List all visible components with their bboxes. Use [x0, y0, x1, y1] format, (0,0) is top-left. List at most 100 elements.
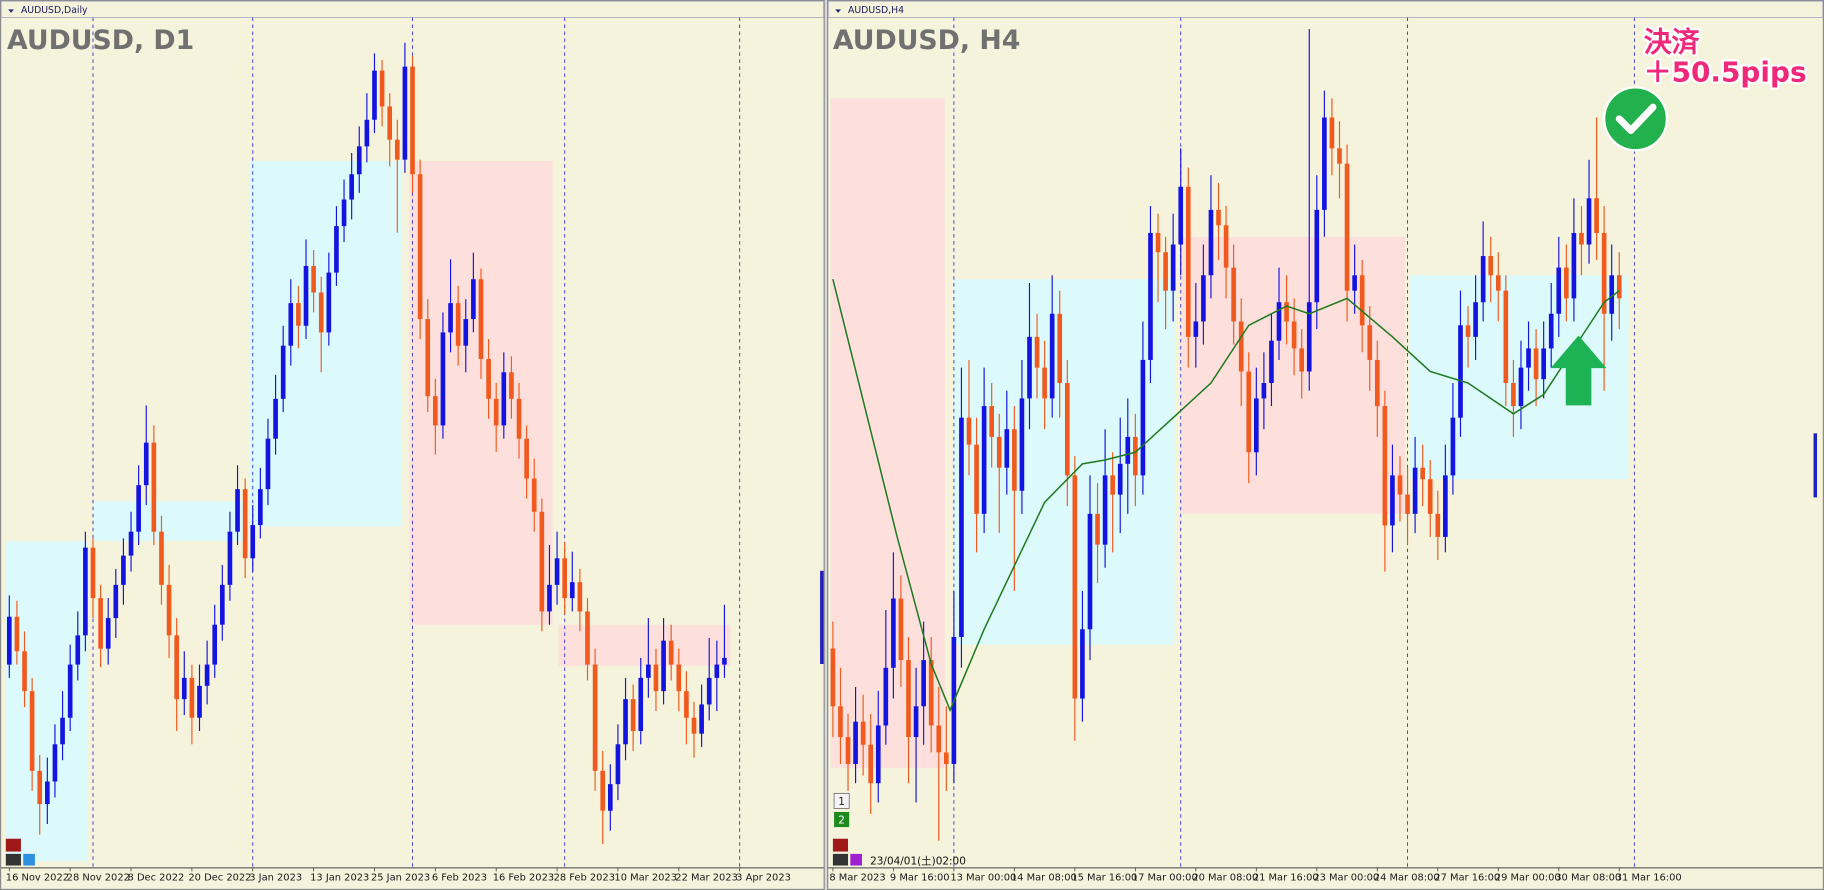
candle-body — [1352, 275, 1357, 291]
candle-body — [1057, 313, 1063, 384]
candle-body — [372, 70, 377, 120]
candle-body — [189, 677, 195, 718]
candle-body — [1616, 275, 1622, 299]
candle-body — [75, 635, 81, 665]
entry-arrow — [1550, 335, 1607, 406]
candle-body — [1420, 467, 1425, 480]
candle-body — [714, 664, 720, 678]
candle-body — [181, 677, 187, 700]
candle-body — [959, 417, 964, 637]
candle-body — [6, 616, 12, 665]
candle-body — [615, 744, 621, 785]
candle-body — [45, 781, 50, 805]
candle-body — [250, 525, 256, 559]
candle-body — [676, 664, 682, 692]
candle-body — [1019, 398, 1025, 491]
candle-body — [455, 303, 461, 346]
candle-body — [326, 272, 332, 333]
candle-body — [996, 436, 1002, 468]
candle-body — [838, 706, 843, 738]
candle-body — [242, 489, 248, 559]
x-tick-label: 13 Jan 2023 — [310, 873, 369, 884]
candle-body — [981, 406, 987, 514]
candle-body — [364, 119, 370, 147]
candle-body — [539, 511, 545, 612]
candle-body — [1170, 244, 1176, 291]
candle-body — [1163, 252, 1168, 291]
candle-body — [303, 265, 309, 326]
candle-body — [174, 635, 180, 700]
candle-body — [37, 770, 43, 805]
candle-body — [1064, 383, 1070, 476]
candle-body — [1140, 359, 1146, 476]
x-tick-label: 6 Feb 2023 — [432, 873, 487, 884]
candle-body — [1397, 475, 1403, 495]
x-tick-label: 29 Mar 00:00 — [1495, 873, 1561, 884]
candle-body — [67, 664, 73, 718]
candle-body — [394, 139, 400, 160]
x-tick-label: 30 Mar 08:00 — [1555, 873, 1621, 884]
candle-body — [1246, 371, 1252, 453]
x-tick-label: 8 Dec 2022 — [128, 873, 185, 884]
candle-body — [1178, 186, 1184, 245]
candle-body — [1533, 348, 1539, 380]
candle-body — [845, 737, 851, 764]
x-tick-label: 23 Mar 00:00 — [1313, 873, 1379, 884]
x-tick-label: 3 Apr 2023 — [736, 873, 791, 884]
candle-body — [898, 598, 904, 661]
candle-body — [387, 106, 393, 140]
candle-body — [440, 332, 446, 426]
x-tick-label: 25 Jan 2023 — [371, 873, 430, 884]
candle-body — [1511, 383, 1516, 407]
candle-body — [433, 396, 438, 426]
candle-body — [1594, 198, 1599, 233]
candle-body — [1435, 513, 1441, 537]
candle-body — [1012, 429, 1017, 491]
badge-label: 2 — [838, 815, 845, 827]
zone — [5, 540, 87, 862]
scroll-marker — [820, 570, 824, 665]
candle-body — [830, 648, 836, 707]
candle-body — [547, 584, 552, 612]
candle-body — [1185, 186, 1191, 337]
candle-body — [1480, 256, 1486, 303]
candle-body — [1238, 321, 1244, 372]
candle-body — [143, 442, 149, 486]
zone — [249, 160, 402, 527]
candle-body — [1503, 290, 1509, 384]
candle-body — [1473, 302, 1478, 337]
candle-body — [105, 618, 111, 649]
candle-body — [90, 547, 96, 599]
candle-body — [1261, 383, 1267, 399]
candle-body — [356, 146, 362, 175]
candle-body — [349, 174, 354, 200]
candle-body — [212, 624, 218, 665]
candle-body — [463, 319, 469, 346]
candle-body — [1155, 232, 1161, 253]
chart-title: AUDUSD, H4 — [833, 25, 1020, 56]
candle-body — [1322, 117, 1327, 210]
candle-body — [562, 558, 567, 599]
window-title: AUDUSD,Daily — [21, 5, 88, 16]
candle-body — [341, 199, 347, 227]
candle-body — [1495, 275, 1501, 291]
candle-body — [1216, 209, 1221, 226]
candle-body — [630, 699, 636, 732]
zone — [92, 501, 246, 541]
candle-body — [1072, 475, 1078, 699]
window-title: AUDUSD,H4 — [848, 5, 904, 16]
candle-body — [402, 66, 408, 160]
candle-body — [1042, 367, 1047, 399]
candle-body — [653, 664, 659, 692]
toolbar-icon — [5, 838, 21, 852]
annotation-line: 決済 — [1644, 25, 1701, 58]
candle-body — [1102, 475, 1108, 545]
candle-body — [318, 292, 324, 333]
candle-body — [913, 706, 919, 738]
candle-body — [1556, 267, 1562, 314]
candle-body — [531, 478, 537, 512]
candle-body — [486, 358, 491, 399]
